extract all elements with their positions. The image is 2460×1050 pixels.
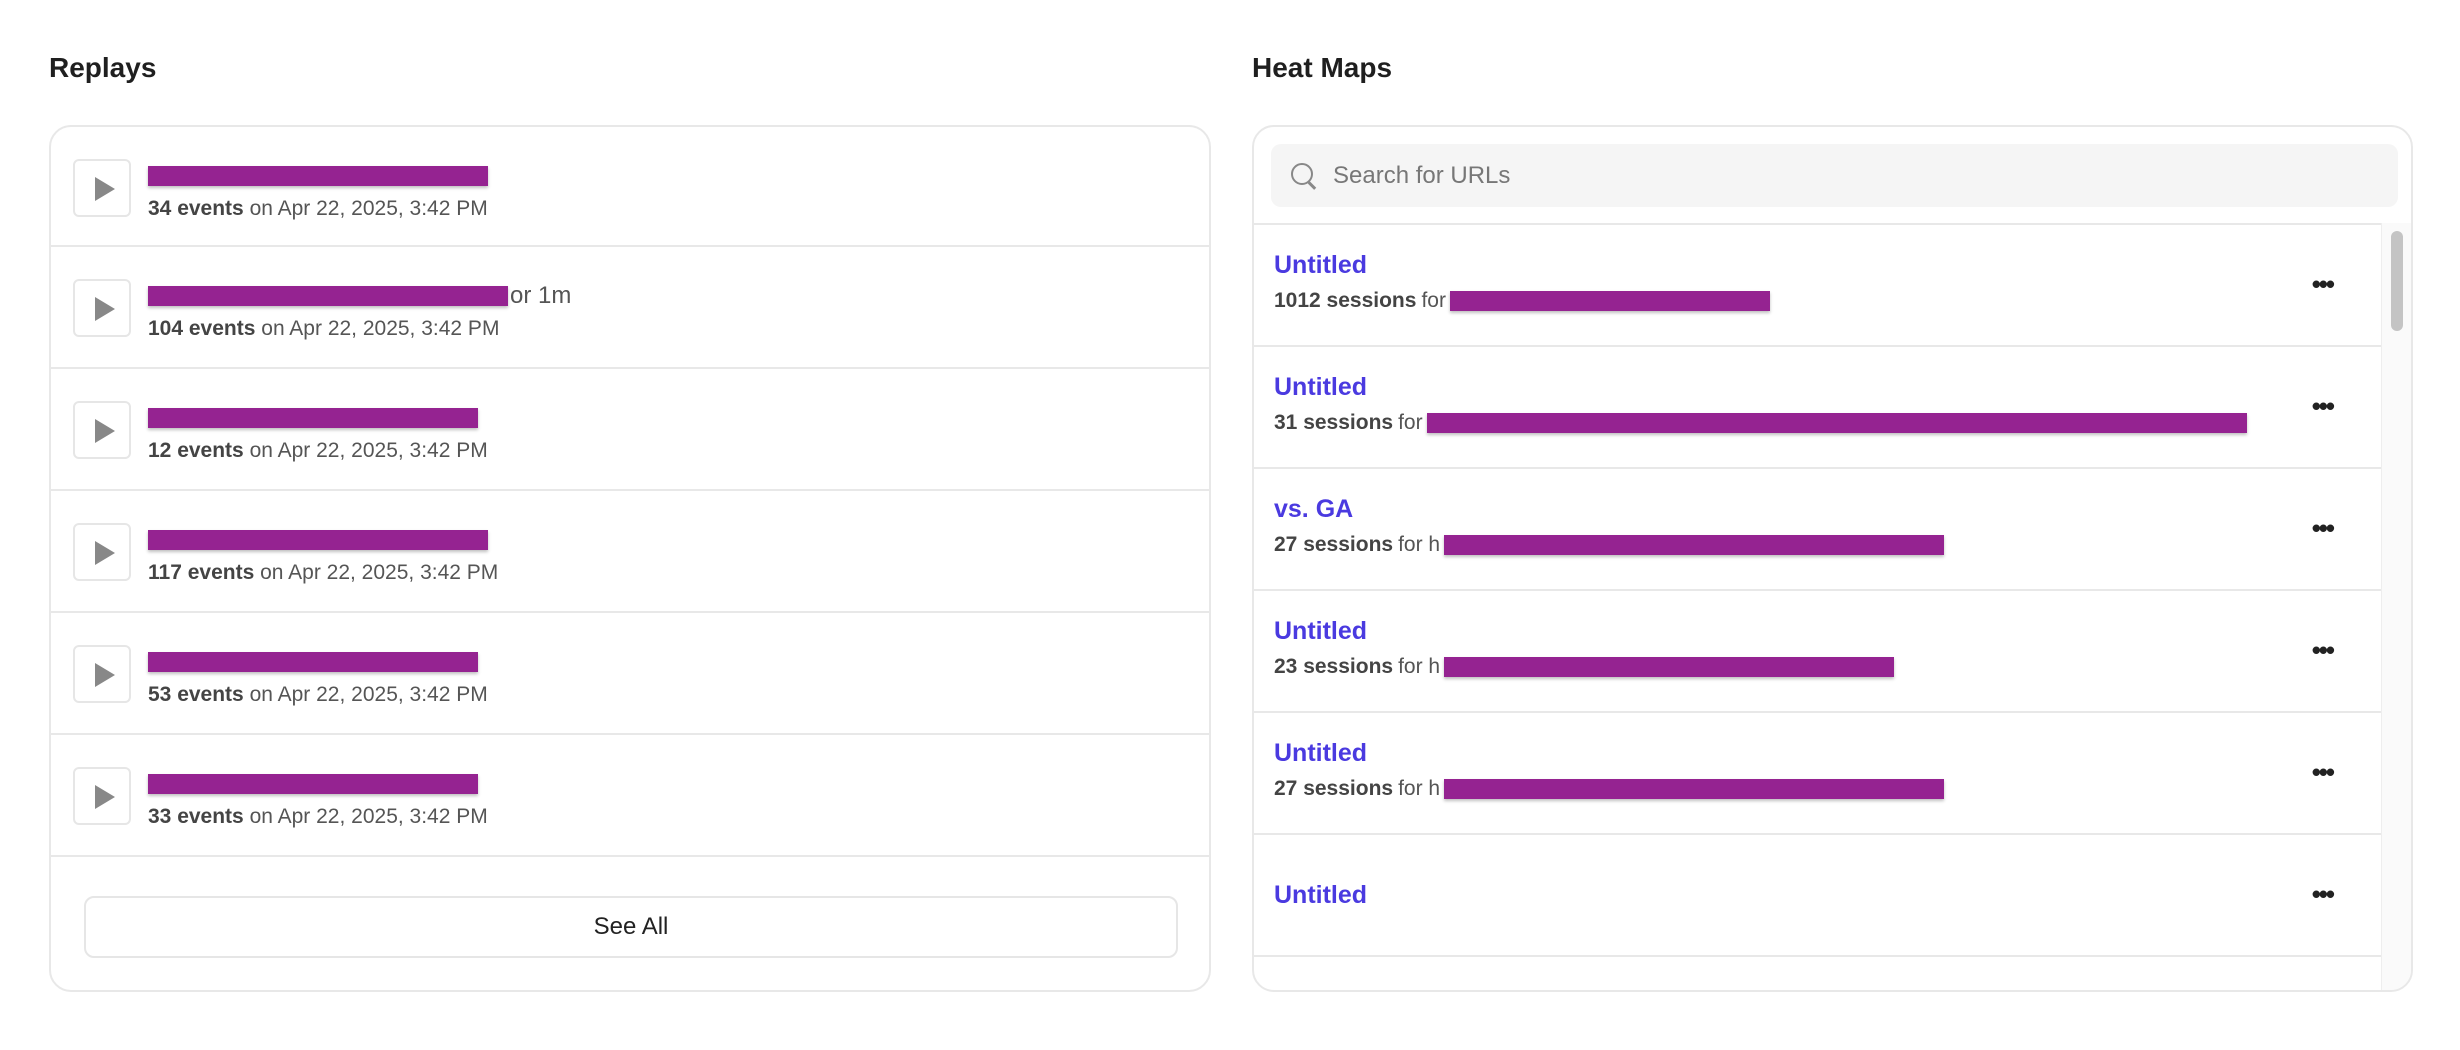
play-icon[interactable]: [73, 401, 131, 459]
for-label: for: [1421, 289, 1446, 312]
replay-date: on Apr 22, 2025, 3:42 PM: [249, 683, 488, 706]
event-count: 34 events: [148, 197, 244, 220]
search-bar[interactable]: [1271, 144, 2398, 207]
heatmap-link[interactable]: vs. GA: [1274, 495, 1354, 523]
replays-title: Replays: [49, 52, 157, 83]
heatmap-link[interactable]: Untitled: [1274, 617, 1368, 645]
heatmap-row[interactable]: Untitled 1012 sessions for •••: [1254, 225, 2383, 347]
heatmap-link[interactable]: Untitled: [1274, 251, 1368, 279]
heatmap-row[interactable]: Untitled 31 sessions for •••: [1254, 347, 2383, 469]
event-count: 12 events: [148, 439, 244, 462]
more-icon[interactable]: •••: [2311, 269, 2335, 299]
replay-date: on Apr 22, 2025, 3:42 PM: [249, 439, 488, 462]
play-icon[interactable]: [73, 645, 131, 703]
session-count: 1012 sessions: [1274, 289, 1417, 312]
search-icon: [1289, 161, 1319, 191]
redacted-url: [1444, 657, 1895, 677]
session-count: 27 sessions: [1274, 777, 1394, 800]
replay-row[interactable]: 53 events on Apr 22, 2025, 3:42 PM: [51, 613, 1209, 735]
event-count: 104 events: [148, 317, 256, 340]
redacted-url: [1426, 413, 2247, 433]
redacted-url: [1444, 779, 1945, 799]
replay-date: on Apr 22, 2025, 3:42 PM: [249, 805, 488, 828]
heatmap-row[interactable]: Untitled •••: [1254, 835, 2383, 957]
redacted-name: [148, 408, 478, 428]
replay-duration: or 1m: [510, 282, 572, 309]
see-all-button[interactable]: See All: [84, 896, 1178, 958]
more-icon[interactable]: •••: [2311, 635, 2335, 665]
redacted-name: [148, 774, 478, 794]
replay-row[interactable]: 117 events on Apr 22, 2025, 3:42 PM: [51, 491, 1209, 613]
replay-date: on Apr 22, 2025, 3:42 PM: [260, 561, 499, 584]
replay-row[interactable]: 34 events on Apr 22, 2025, 3:42 PM: [51, 127, 1209, 247]
heatmap-row[interactable]: Untitled 27 sessions for h •••: [1254, 713, 2383, 835]
heatmap-link[interactable]: Untitled: [1274, 881, 1368, 909]
replay-row[interactable]: 12 events on Apr 22, 2025, 3:42 PM: [51, 369, 1209, 491]
redacted-name: [148, 166, 488, 186]
replay-date: on Apr 22, 2025, 3:42 PM: [261, 317, 500, 340]
for-label: for: [1398, 411, 1423, 434]
more-icon[interactable]: •••: [2311, 879, 2335, 909]
redacted-name: [148, 286, 508, 306]
replay-date: on Apr 22, 2025, 3:42 PM: [249, 197, 488, 220]
event-count: 33 events: [148, 805, 244, 828]
event-count: 53 events: [148, 683, 244, 706]
redacted-name: [148, 652, 478, 672]
play-icon[interactable]: [73, 159, 131, 217]
session-count: 31 sessions: [1274, 411, 1394, 434]
event-count: 117 events: [148, 561, 255, 584]
scrollbar[interactable]: [2381, 223, 2411, 990]
more-icon[interactable]: •••: [2311, 513, 2335, 543]
replay-row[interactable]: or 1m 104 events on Apr 22, 2025, 3:42 P…: [51, 247, 1209, 369]
play-icon[interactable]: [73, 523, 131, 581]
more-icon[interactable]: •••: [2311, 757, 2335, 787]
play-icon[interactable]: [73, 279, 131, 337]
redacted-name: [148, 530, 488, 550]
heatmap-link[interactable]: Untitled: [1274, 373, 1368, 401]
heatmaps-title: Heat Maps: [1252, 52, 1393, 83]
session-count: 23 sessions: [1274, 655, 1394, 678]
heatmap-row[interactable]: vs. GA 27 sessions for h •••: [1254, 469, 2383, 591]
scrollbar-thumb[interactable]: [2391, 231, 2403, 331]
replay-row[interactable]: 33 events on Apr 22, 2025, 3:42 PM: [51, 735, 1209, 857]
session-count: 27 sessions: [1274, 533, 1394, 556]
for-label: for h: [1398, 777, 1441, 800]
replays-card: 34 events on Apr 22, 2025, 3:42 PM or 1m…: [49, 125, 1211, 992]
more-icon[interactable]: •••: [2311, 391, 2335, 421]
redacted-url: [1449, 291, 1770, 311]
for-label: for h: [1398, 533, 1441, 556]
for-label: for h: [1398, 655, 1441, 678]
heatmap-row[interactable]: Untitled 23 sessions for h •••: [1254, 591, 2383, 713]
heatmap-link[interactable]: Untitled: [1274, 739, 1368, 767]
play-icon[interactable]: [73, 767, 131, 825]
redacted-url: [1444, 535, 1945, 555]
search-input[interactable]: [1333, 161, 2233, 190]
